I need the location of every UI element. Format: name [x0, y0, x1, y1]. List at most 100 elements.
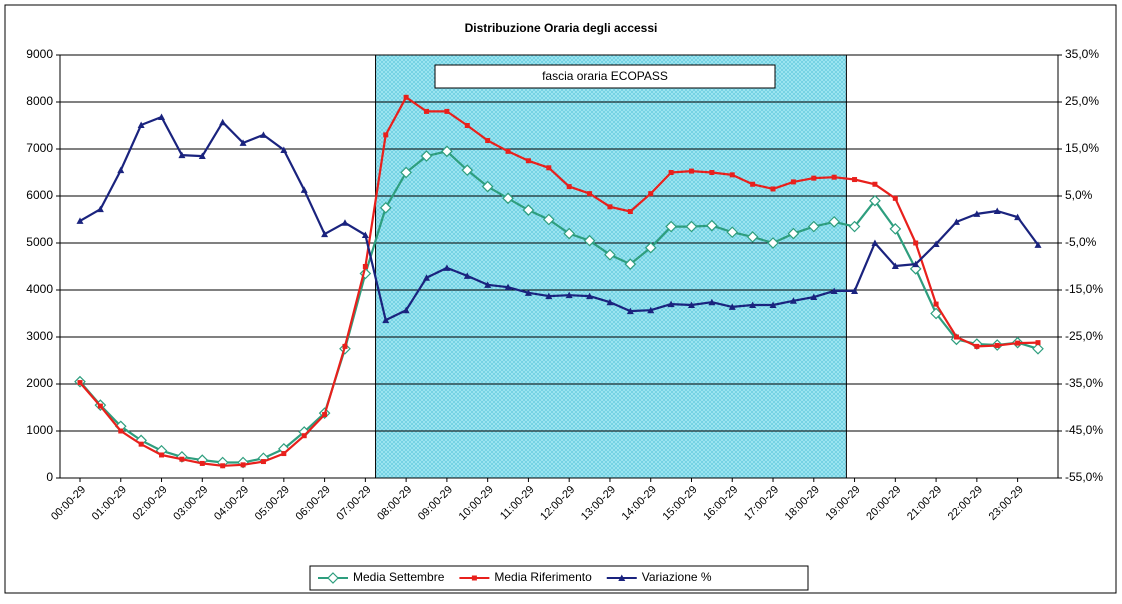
point	[159, 452, 165, 458]
point	[790, 179, 796, 185]
y2-tick-label: -15,0%	[1065, 282, 1103, 296]
point	[524, 289, 532, 296]
point	[952, 218, 960, 225]
point	[341, 219, 349, 226]
point	[179, 456, 185, 462]
point	[199, 460, 205, 466]
point	[300, 186, 308, 193]
point	[138, 441, 144, 447]
point	[706, 219, 718, 232]
point	[1034, 241, 1042, 248]
y-tick-label: 7000	[26, 141, 53, 155]
point	[789, 297, 797, 304]
point	[137, 121, 145, 129]
point	[259, 131, 267, 138]
point	[402, 306, 410, 314]
point	[648, 191, 654, 197]
y-tick-label: 5000	[26, 235, 53, 249]
point	[481, 180, 494, 193]
point	[892, 195, 898, 201]
point	[688, 168, 694, 174]
legend-label: Media Settembre	[353, 570, 445, 584]
point	[828, 216, 841, 228]
point	[1014, 213, 1022, 221]
y-tick-label: 9000	[26, 47, 53, 61]
point	[542, 213, 555, 226]
point	[708, 298, 716, 306]
point	[502, 192, 514, 205]
y2-tick-label: -45,0%	[1065, 423, 1103, 437]
y2-tick-label: 15,0%	[1065, 141, 1099, 155]
point	[484, 281, 492, 288]
point	[932, 240, 940, 247]
point	[97, 403, 103, 409]
point	[342, 343, 348, 349]
y-tick-label: 0	[46, 470, 53, 484]
point	[1035, 340, 1041, 346]
y2-tick-label: -25,0%	[1065, 329, 1103, 343]
legend-item: Variazione %	[606, 570, 712, 584]
point	[198, 152, 206, 160]
y-tick-label: 1000	[26, 423, 53, 437]
point	[444, 108, 450, 114]
y2-tick-label: 25,0%	[1065, 94, 1099, 108]
point	[525, 158, 531, 164]
y2-tick-label: -5,0%	[1065, 235, 1097, 249]
point	[423, 274, 431, 281]
point	[565, 291, 573, 299]
point	[505, 148, 511, 154]
y2-tick-label: -35,0%	[1065, 376, 1103, 390]
point	[953, 334, 959, 340]
y-tick-label: 8000	[26, 94, 53, 108]
point	[912, 260, 920, 268]
point	[889, 223, 902, 235]
point	[687, 301, 695, 309]
legend-item: Media Settembre	[318, 570, 445, 584]
legend-marker	[327, 572, 339, 584]
point	[178, 151, 186, 159]
point	[624, 258, 637, 270]
point	[583, 234, 596, 247]
point	[383, 132, 389, 138]
point	[382, 316, 390, 324]
legend-marker	[471, 575, 477, 581]
point	[811, 175, 817, 181]
legend-item: Media Riferimento	[459, 570, 592, 584]
point	[872, 181, 878, 187]
point	[96, 205, 104, 213]
point	[869, 194, 881, 207]
point	[787, 227, 800, 240]
y2-tick-label: 5,0%	[1065, 188, 1093, 202]
point	[728, 303, 736, 310]
ecopass-band	[375, 54, 847, 479]
point	[848, 220, 861, 233]
annotation-box	[434, 64, 776, 89]
point	[379, 201, 392, 214]
point	[485, 138, 491, 144]
legend-box	[309, 565, 809, 591]
point	[913, 240, 919, 246]
point	[974, 343, 980, 349]
y-tick-label: 3000	[26, 329, 53, 343]
point	[522, 204, 535, 216]
point	[361, 231, 369, 239]
point	[464, 123, 470, 128]
point	[606, 298, 614, 306]
point	[463, 272, 471, 279]
point	[77, 380, 83, 386]
point	[810, 293, 818, 301]
point	[750, 181, 756, 187]
point	[769, 301, 777, 309]
point	[587, 191, 593, 197]
point	[767, 237, 779, 249]
point	[566, 184, 572, 190]
point	[219, 118, 227, 126]
point	[994, 342, 1000, 348]
point	[770, 186, 776, 192]
point	[993, 207, 1001, 215]
point	[301, 433, 307, 439]
point	[746, 231, 759, 243]
point	[930, 307, 942, 320]
point	[607, 204, 613, 210]
